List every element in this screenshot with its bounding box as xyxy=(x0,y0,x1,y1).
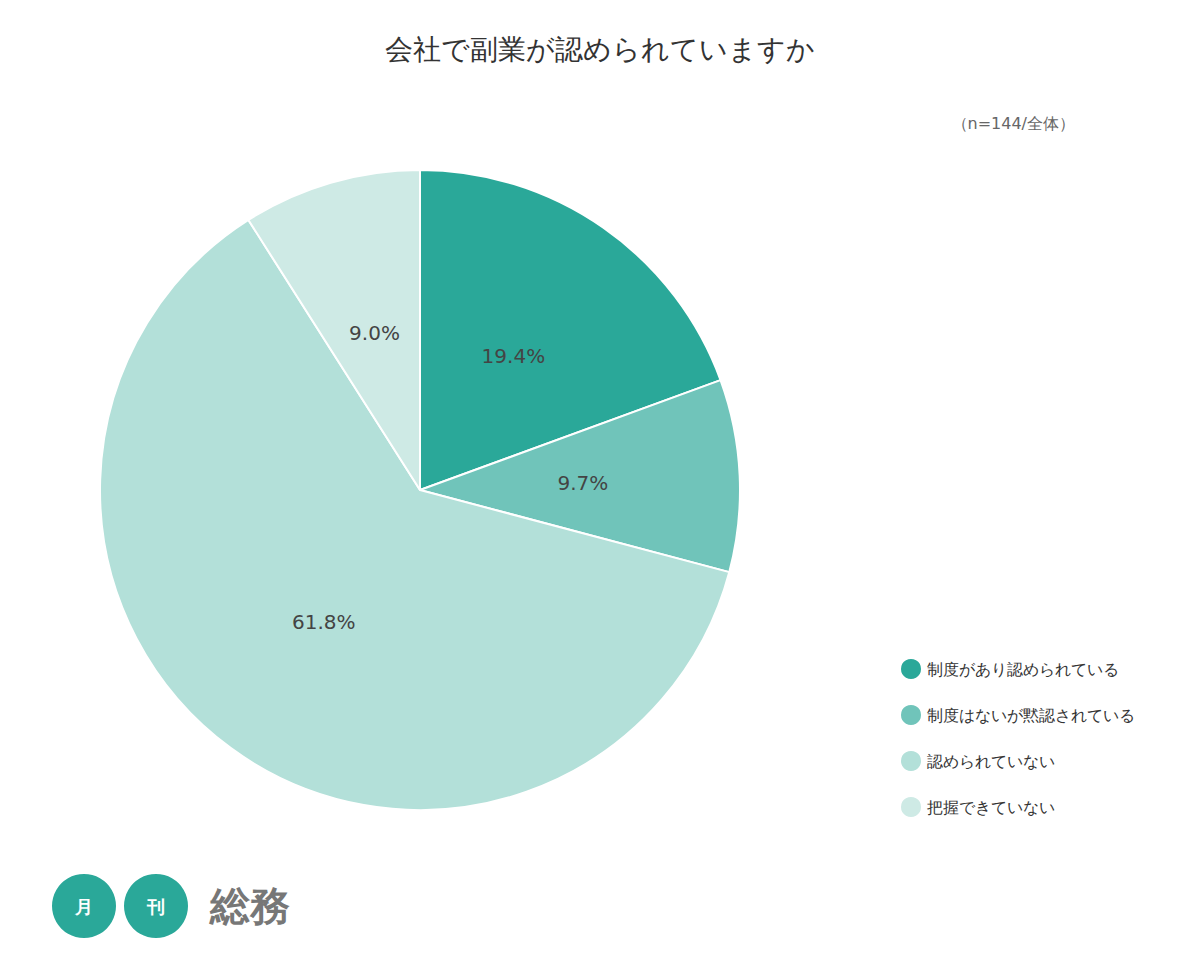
svg-text:制度があり認められている: 制度があり認められている xyxy=(927,660,1119,679)
svg-text:制度はないが黙認されている: 制度はないが黙認されている xyxy=(927,706,1135,725)
svg-text:61.8%: 61.8% xyxy=(292,610,356,634)
svg-text:把握できていない: 把握できていない xyxy=(927,798,1055,817)
svg-text:月: 月 xyxy=(74,896,93,917)
svg-text:刊: 刊 xyxy=(146,896,165,917)
svg-text:会社で副業が認められていますか: 会社で副業が認められていますか xyxy=(385,33,815,66)
svg-text:認められていない: 認められていない xyxy=(927,752,1055,771)
svg-text:総務: 総務 xyxy=(209,883,290,929)
svg-text:9.7%: 9.7% xyxy=(557,471,608,495)
svg-text:19.4%: 19.4% xyxy=(482,344,546,368)
svg-text:（n=144/全体）: （n=144/全体） xyxy=(952,114,1075,133)
svg-text:9.0%: 9.0% xyxy=(349,321,400,345)
